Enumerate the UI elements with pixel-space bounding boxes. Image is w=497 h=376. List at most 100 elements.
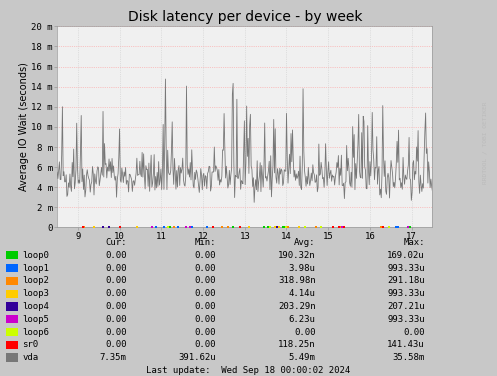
Point bbox=[271, 224, 279, 230]
Point bbox=[279, 224, 287, 230]
Text: 169.02u: 169.02u bbox=[387, 251, 425, 260]
Point bbox=[186, 224, 194, 230]
Text: 0.00: 0.00 bbox=[105, 251, 127, 260]
Text: loop4: loop4 bbox=[22, 302, 49, 311]
Point bbox=[263, 224, 271, 230]
Text: 0.00: 0.00 bbox=[105, 327, 127, 337]
Point bbox=[284, 224, 292, 230]
Text: 0.00: 0.00 bbox=[195, 289, 216, 298]
Point bbox=[295, 224, 303, 230]
Point bbox=[335, 224, 343, 230]
Point bbox=[79, 224, 87, 230]
Text: loop2: loop2 bbox=[22, 276, 49, 285]
Point bbox=[170, 224, 178, 230]
Text: 0.00: 0.00 bbox=[105, 264, 127, 273]
Text: 3.98u: 3.98u bbox=[289, 264, 316, 273]
Text: vda: vda bbox=[22, 353, 38, 362]
Text: 35.58m: 35.58m bbox=[393, 353, 425, 362]
Text: 993.33u: 993.33u bbox=[387, 289, 425, 298]
Point bbox=[404, 224, 412, 230]
Point bbox=[224, 224, 232, 230]
Text: 0.00: 0.00 bbox=[195, 340, 216, 349]
Text: 0.00: 0.00 bbox=[294, 327, 316, 337]
Text: 291.18u: 291.18u bbox=[387, 276, 425, 285]
Point bbox=[134, 224, 142, 230]
Text: Min:: Min: bbox=[195, 238, 216, 247]
Text: 207.21u: 207.21u bbox=[387, 302, 425, 311]
Point bbox=[260, 224, 268, 230]
Point bbox=[164, 224, 171, 230]
Text: 0.00: 0.00 bbox=[105, 276, 127, 285]
Point bbox=[182, 224, 190, 230]
Text: 4.14u: 4.14u bbox=[289, 289, 316, 298]
Point bbox=[245, 224, 253, 230]
Point bbox=[245, 224, 252, 230]
Text: 5.49m: 5.49m bbox=[289, 353, 316, 362]
Text: loop0: loop0 bbox=[22, 251, 49, 260]
Point bbox=[379, 224, 387, 230]
Text: 0.00: 0.00 bbox=[195, 264, 216, 273]
Text: Max:: Max: bbox=[404, 238, 425, 247]
Point bbox=[161, 224, 168, 230]
Text: 0.00: 0.00 bbox=[195, 327, 216, 337]
Text: loop1: loop1 bbox=[22, 264, 49, 273]
Point bbox=[149, 224, 157, 230]
Point bbox=[164, 224, 172, 230]
Point bbox=[377, 224, 385, 230]
Point bbox=[188, 224, 196, 230]
Point bbox=[281, 224, 289, 230]
Text: sr0: sr0 bbox=[22, 340, 38, 349]
Point bbox=[337, 224, 345, 230]
Point bbox=[209, 224, 217, 230]
Text: Cur:: Cur: bbox=[105, 238, 127, 247]
Text: loop6: loop6 bbox=[22, 327, 49, 337]
Point bbox=[265, 224, 273, 230]
Text: 0.00: 0.00 bbox=[105, 315, 127, 324]
Point bbox=[174, 224, 182, 230]
Text: 0.00: 0.00 bbox=[195, 315, 216, 324]
Point bbox=[116, 224, 124, 230]
Point bbox=[282, 224, 290, 230]
Y-axis label: Average IO Wait (seconds): Average IO Wait (seconds) bbox=[19, 62, 29, 191]
Point bbox=[335, 224, 343, 230]
Point bbox=[385, 224, 393, 230]
Point bbox=[301, 224, 309, 230]
Text: 0.00: 0.00 bbox=[105, 289, 127, 298]
Text: 190.32n: 190.32n bbox=[278, 251, 316, 260]
Point bbox=[275, 224, 283, 230]
Point bbox=[99, 224, 107, 230]
Text: Avg:: Avg: bbox=[294, 238, 316, 247]
Text: Last update:  Wed Sep 18 00:00:02 2024: Last update: Wed Sep 18 00:00:02 2024 bbox=[147, 366, 350, 375]
Text: RRDTOOL / TOBI OETIKER: RRDTOOL / TOBI OETIKER bbox=[482, 102, 487, 184]
Text: 0.00: 0.00 bbox=[105, 302, 127, 311]
Point bbox=[105, 224, 113, 230]
Point bbox=[317, 224, 325, 230]
Text: 0.00: 0.00 bbox=[195, 251, 216, 260]
Text: loop5: loop5 bbox=[22, 315, 49, 324]
Point bbox=[80, 224, 88, 230]
Text: 6.23u: 6.23u bbox=[289, 315, 316, 324]
Point bbox=[203, 224, 211, 230]
Text: 318.98n: 318.98n bbox=[278, 276, 316, 285]
Point bbox=[90, 224, 98, 230]
Point bbox=[218, 224, 226, 230]
Point bbox=[266, 224, 274, 230]
Title: Disk latency per device - by week: Disk latency per device - by week bbox=[128, 10, 362, 24]
Text: 118.25n: 118.25n bbox=[278, 340, 316, 349]
Point bbox=[338, 224, 346, 230]
Text: 993.33u: 993.33u bbox=[387, 264, 425, 273]
Text: 0.00: 0.00 bbox=[105, 340, 127, 349]
Point bbox=[236, 224, 244, 230]
Text: 0.00: 0.00 bbox=[195, 302, 216, 311]
Point bbox=[312, 224, 320, 230]
Point bbox=[166, 224, 174, 230]
Point bbox=[394, 224, 402, 230]
Text: 391.62u: 391.62u bbox=[178, 353, 216, 362]
Point bbox=[152, 224, 160, 230]
Point bbox=[406, 224, 414, 230]
Point bbox=[392, 224, 400, 230]
Text: 0.00: 0.00 bbox=[195, 276, 216, 285]
Point bbox=[230, 224, 238, 230]
Point bbox=[339, 224, 347, 230]
Text: 0.00: 0.00 bbox=[404, 327, 425, 337]
